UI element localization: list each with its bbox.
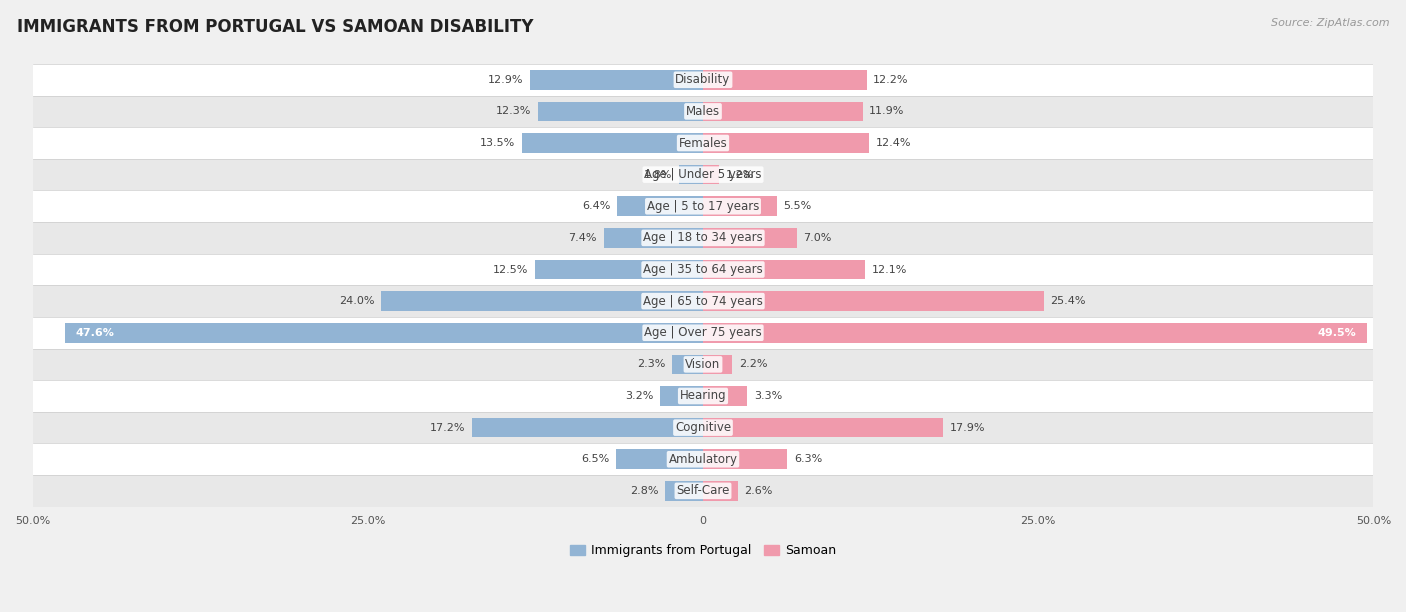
Text: 7.0%: 7.0% xyxy=(804,233,832,243)
Bar xyxy=(672,354,703,374)
Bar xyxy=(703,228,797,248)
Bar xyxy=(32,254,1374,285)
Text: 3.2%: 3.2% xyxy=(626,391,654,401)
Text: Source: ZipAtlas.com: Source: ZipAtlas.com xyxy=(1271,18,1389,28)
Bar xyxy=(32,95,1374,127)
Text: 17.9%: 17.9% xyxy=(949,423,986,433)
Text: 49.5%: 49.5% xyxy=(1317,328,1355,338)
Bar xyxy=(32,222,1374,254)
Text: 12.9%: 12.9% xyxy=(488,75,523,85)
Text: Self-Care: Self-Care xyxy=(676,484,730,498)
Bar xyxy=(665,481,703,501)
Bar xyxy=(522,133,703,153)
Text: 1.8%: 1.8% xyxy=(644,170,672,180)
Bar xyxy=(32,349,1374,380)
Text: 2.6%: 2.6% xyxy=(745,486,773,496)
Bar xyxy=(703,418,943,438)
Text: 2.2%: 2.2% xyxy=(740,359,768,370)
Text: 47.6%: 47.6% xyxy=(76,328,114,338)
Text: 2.3%: 2.3% xyxy=(637,359,665,370)
Text: Males: Males xyxy=(686,105,720,118)
Bar xyxy=(32,159,1374,190)
Legend: Immigrants from Portugal, Samoan: Immigrants from Portugal, Samoan xyxy=(565,539,841,562)
Text: 17.2%: 17.2% xyxy=(430,423,465,433)
Text: 12.3%: 12.3% xyxy=(496,106,531,116)
Bar xyxy=(472,418,703,438)
Text: Age | Under 5 years: Age | Under 5 years xyxy=(644,168,762,181)
Text: Vision: Vision xyxy=(685,358,721,371)
Text: IMMIGRANTS FROM PORTUGAL VS SAMOAN DISABILITY: IMMIGRANTS FROM PORTUGAL VS SAMOAN DISAB… xyxy=(17,18,533,36)
Text: Age | 35 to 64 years: Age | 35 to 64 years xyxy=(643,263,763,276)
Bar xyxy=(32,127,1374,159)
Text: 12.4%: 12.4% xyxy=(876,138,911,148)
Bar xyxy=(32,64,1374,95)
Bar xyxy=(616,449,703,469)
Text: 12.2%: 12.2% xyxy=(873,75,908,85)
Bar xyxy=(703,70,866,89)
Bar xyxy=(703,196,776,216)
Text: 24.0%: 24.0% xyxy=(339,296,374,306)
Bar xyxy=(703,133,869,153)
Text: 13.5%: 13.5% xyxy=(479,138,515,148)
Bar xyxy=(32,317,1374,349)
Text: 6.4%: 6.4% xyxy=(582,201,610,211)
Bar xyxy=(381,291,703,311)
Text: Age | Over 75 years: Age | Over 75 years xyxy=(644,326,762,339)
Bar xyxy=(65,323,703,343)
Text: 3.3%: 3.3% xyxy=(754,391,782,401)
Text: 25.4%: 25.4% xyxy=(1050,296,1085,306)
Bar xyxy=(530,70,703,89)
Text: Age | 65 to 74 years: Age | 65 to 74 years xyxy=(643,294,763,308)
Bar xyxy=(703,481,738,501)
Text: Ambulatory: Ambulatory xyxy=(668,453,738,466)
Bar xyxy=(703,259,865,279)
Bar xyxy=(703,102,862,121)
Bar xyxy=(32,475,1374,507)
Bar xyxy=(32,190,1374,222)
Bar xyxy=(536,259,703,279)
Bar xyxy=(703,165,718,184)
Bar xyxy=(603,228,703,248)
Bar xyxy=(617,196,703,216)
Text: Disability: Disability xyxy=(675,73,731,86)
Text: 6.3%: 6.3% xyxy=(794,454,823,465)
Text: Age | 5 to 17 years: Age | 5 to 17 years xyxy=(647,200,759,213)
Text: Females: Females xyxy=(679,136,727,149)
Text: 7.4%: 7.4% xyxy=(568,233,598,243)
Bar xyxy=(32,412,1374,444)
Bar xyxy=(703,386,747,406)
Text: 5.5%: 5.5% xyxy=(783,201,811,211)
Text: Cognitive: Cognitive xyxy=(675,421,731,434)
Bar xyxy=(32,380,1374,412)
Bar xyxy=(703,323,1367,343)
Bar xyxy=(703,354,733,374)
Text: 12.1%: 12.1% xyxy=(872,264,907,275)
Bar xyxy=(679,165,703,184)
Bar xyxy=(32,285,1374,317)
Text: 11.9%: 11.9% xyxy=(869,106,904,116)
Bar xyxy=(538,102,703,121)
Text: 2.8%: 2.8% xyxy=(630,486,659,496)
Bar xyxy=(703,449,787,469)
Text: 1.2%: 1.2% xyxy=(725,170,754,180)
Text: 12.5%: 12.5% xyxy=(494,264,529,275)
Bar xyxy=(703,291,1043,311)
Bar xyxy=(659,386,703,406)
Text: Hearing: Hearing xyxy=(679,389,727,403)
Bar xyxy=(32,444,1374,475)
Text: Age | 18 to 34 years: Age | 18 to 34 years xyxy=(643,231,763,244)
Text: 6.5%: 6.5% xyxy=(581,454,609,465)
